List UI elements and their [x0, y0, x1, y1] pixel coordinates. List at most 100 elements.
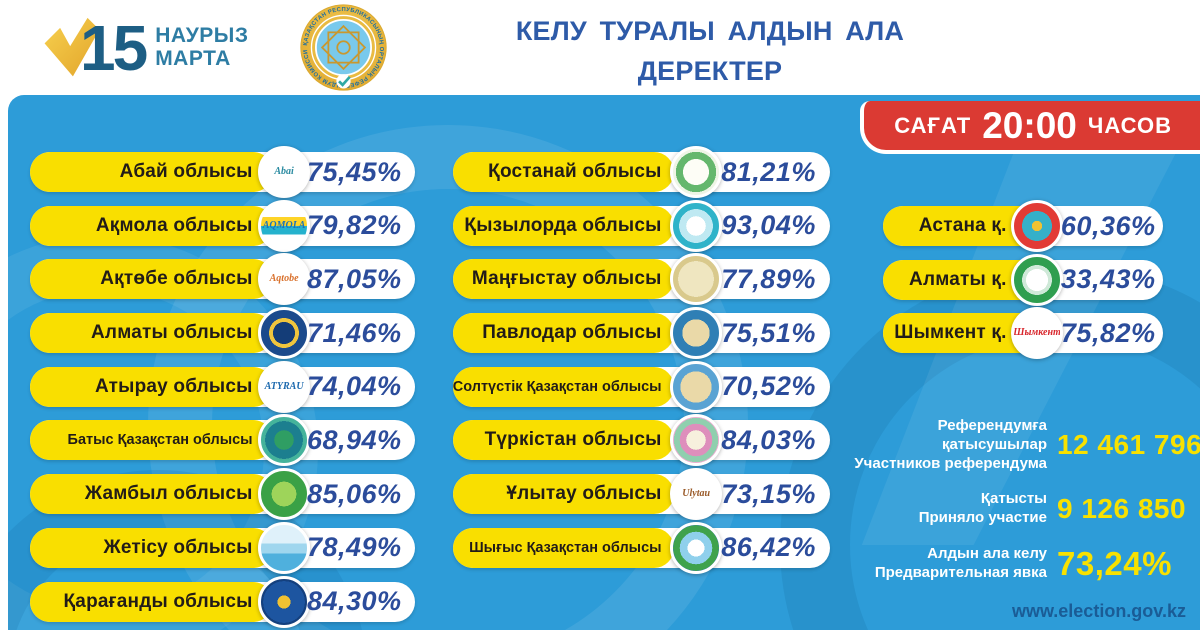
regions-column-1: Абай облысы Abai 75,45% Ақмола облысы AQ…: [30, 146, 415, 628]
turnout-percent: 71,46%: [306, 317, 402, 348]
region-name: Түркістан облысы: [484, 429, 662, 451]
stat-label: Алдын ала келу Предварительная явка: [843, 545, 1047, 583]
region-name-pill: Түркістан облысы: [453, 420, 674, 461]
region-name-pill: Қарағанды облысы: [30, 581, 273, 622]
stat-label-kz: Референдумға қатысушылар: [937, 417, 1047, 453]
city-name: Алматы қ.: [909, 268, 1007, 290]
region-row: Түркістан облысы 84,03%: [453, 414, 830, 467]
region-row: Алматы облысы 71,46%: [30, 307, 415, 360]
region-name-pill: Ұлытау облысы: [453, 474, 674, 515]
content-panel: САҒАТ 20:00 ЧАСОВ Абай облысы Abai 75,45…: [8, 95, 1200, 630]
region-name-pill: Павлодар облысы: [453, 313, 674, 354]
city-logo-icon: [1011, 253, 1063, 306]
region-name-pill: Шығыс Қазақстан облысы: [453, 527, 674, 568]
turnout-percent: 75,51%: [721, 317, 816, 348]
region-name: Жетісу облысы: [103, 536, 253, 558]
region-name-pill: Абай облысы: [30, 152, 273, 192]
region-name: Шығыс Қазақстан облысы: [469, 539, 662, 556]
region-name-pill: Батыс Қазақстан облысы: [30, 420, 273, 461]
stat-label-ru: Приняло участие: [918, 509, 1047, 526]
city-name: Шымкент қ.: [894, 322, 1007, 344]
stat-value: 12 461 796: [1057, 429, 1200, 461]
region-name-pill: Алматы облысы: [30, 313, 273, 354]
city-logo-text: Шымкент: [1013, 327, 1061, 339]
region-row: Батыс Қазақстан облысы 68,94%: [30, 414, 415, 467]
stat-label: Референдумға қатысушылар Участников рефе…: [843, 417, 1047, 473]
city-row: Астана қ. 60,36%: [883, 200, 1163, 252]
region-name: Атырау облысы: [94, 375, 253, 397]
region-row: Маңғыстау облысы 77,89%: [453, 253, 830, 306]
region-name: Ақтөбе облысы: [100, 268, 253, 290]
turnout-percent: 78,49%: [306, 532, 402, 563]
city-row: Алматы қ. 33,43%: [883, 253, 1163, 306]
region-name-pill: Солтүстік Қазақстан облысы: [453, 366, 674, 407]
region-name-pill: Ақмола облысы: [30, 205, 273, 246]
website-url: www.election.gov.kz: [1011, 601, 1186, 621]
region-logo-icon: [670, 307, 723, 360]
region-logo-icon: [258, 468, 311, 521]
region-row: Ақтөбе облысы Aqtobe 87,05%: [30, 253, 415, 306]
region-logo-icon: [258, 521, 311, 574]
date-month-kz: НАУРЫЗ: [155, 24, 249, 48]
region-logo-icon: Abai: [258, 146, 311, 198]
region-name: Қызылорда облысы: [464, 214, 662, 236]
time-badge-time: 20:00: [982, 104, 1077, 146]
page-title-kz: КЕЛУ ТУРАЛЫ АЛДЫН АЛА ДЕРЕКТЕР: [515, 16, 905, 86]
region-row: Ақмола облысы AQMOLA 79,82%: [30, 199, 415, 252]
city-name: Астана қ.: [918, 215, 1007, 236]
turnout-percent: 87,05%: [306, 263, 402, 294]
stat-label-ru: Предварительная явка: [874, 563, 1047, 581]
date-logo: 15 НАУРЫЗ МАРТА: [40, 8, 249, 88]
region-logo-icon: [670, 521, 723, 574]
region-logo-icon: [258, 575, 311, 628]
region-row: Ұлытау облысы Ulytau 73,15%: [453, 468, 830, 521]
turnout-percent: 85,06%: [306, 478, 402, 509]
turnout-percent: 68,94%: [306, 424, 402, 455]
region-name-pill: Маңғыстау облысы: [453, 259, 674, 300]
city-logo-icon: Шымкент: [1011, 307, 1063, 360]
stat-took-part: Қатысты Приняло участие 9 126 850: [843, 490, 1195, 528]
stat-label-kz: Алдын ала келу: [927, 545, 1047, 562]
region-name-pill: Жетісу облысы: [30, 527, 273, 568]
region-row: Қостанай облысы 81,21%: [453, 146, 830, 198]
stat-value: 9 126 850: [1057, 493, 1187, 524]
turnout-percent: 93,04%: [721, 210, 816, 241]
region-name: Батыс Қазақстан облысы: [67, 432, 253, 449]
region-name: Павлодар облысы: [482, 322, 662, 344]
region-logo-icon: [670, 414, 723, 467]
region-name-pill: Қостанай облысы: [453, 152, 674, 192]
region-name-pill: Қызылорда облысы: [453, 205, 674, 246]
region-logo-icon: [258, 414, 311, 467]
turnout-percent: 70,52%: [721, 371, 816, 402]
stat-preliminary-turnout: Алдын ала келу Предварительная явка 73,2…: [843, 545, 1195, 583]
turnout-percent: 84,03%: [721, 424, 816, 455]
turnout-percent: 73,15%: [721, 478, 816, 509]
region-name: Ұлытау облысы: [506, 483, 662, 505]
city-logo-icon: [1011, 200, 1063, 252]
region-logo-icon: AQMOLA: [258, 199, 311, 252]
region-name: Маңғыстау облысы: [471, 268, 662, 290]
time-badge: САҒАТ 20:00 ЧАСОВ: [860, 101, 1200, 154]
time-badge-suffix: ЧАСОВ: [1087, 112, 1172, 138]
turnout-percent: 77,89%: [721, 263, 816, 294]
turnout-percent: 81,21%: [721, 156, 816, 187]
turnout-percent: 60,36%: [1060, 210, 1156, 241]
time-badge-prefix: САҒАТ: [894, 112, 972, 138]
region-row: Қызылорда облысы 93,04%: [453, 199, 830, 252]
region-row: Жамбыл облысы 85,06%: [30, 468, 415, 521]
date-month: НАУРЫЗ МАРТА: [155, 24, 249, 70]
region-logo-text: AQMOLA: [262, 219, 306, 231]
turnout-percent: 84,30%: [306, 586, 402, 616]
stat-label-ru: Участников референдума: [854, 454, 1047, 472]
turnout-percent: 33,43%: [1060, 264, 1156, 295]
cities-column: Астана қ. 60,36% Алматы қ. 33,43% Шымкен…: [883, 200, 1163, 360]
turnout-percent: 86,42%: [721, 532, 816, 563]
region-name: Абай облысы: [119, 161, 253, 182]
turnout-percent: 75,82%: [1060, 317, 1156, 348]
region-row: Солтүстік Қазақстан облысы 70,52%: [453, 360, 830, 413]
region-name: Қарағанды облысы: [63, 590, 253, 612]
stat-label: Қатысты Приняло участие: [843, 490, 1047, 528]
turnout-percent: 79,82%: [306, 210, 402, 241]
region-logo-text: Aqtobe: [269, 273, 299, 285]
region-logo-icon: [670, 146, 723, 198]
